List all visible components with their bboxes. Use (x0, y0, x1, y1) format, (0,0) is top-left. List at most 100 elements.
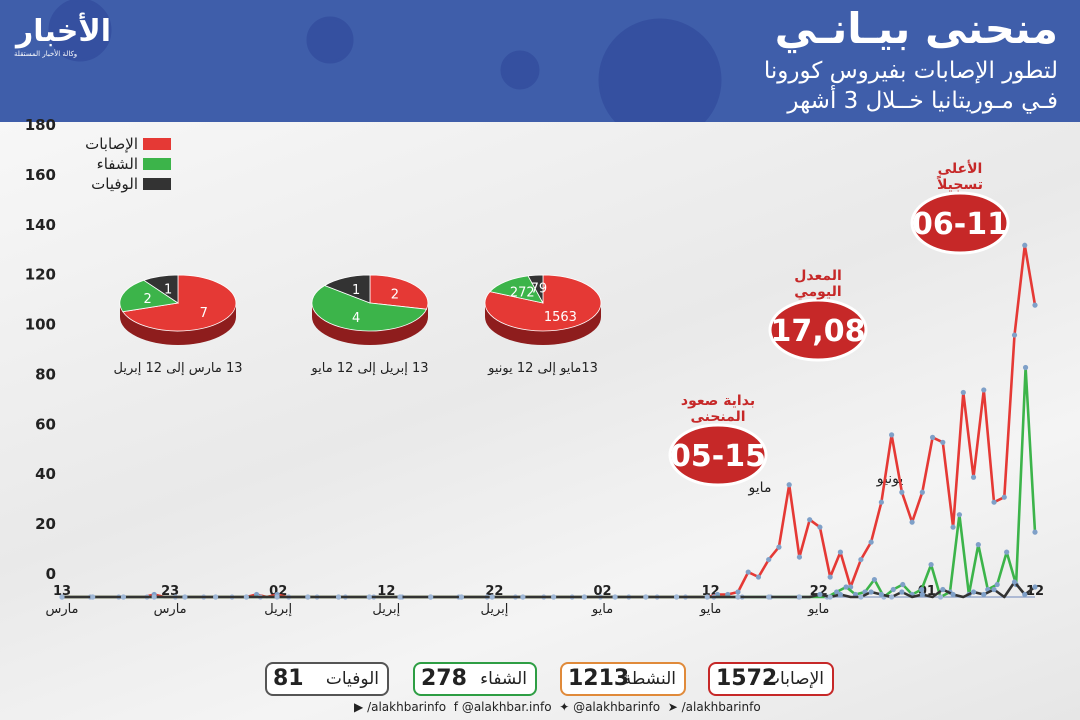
data-point (581, 594, 587, 600)
callout-line2: اليومي (794, 284, 841, 300)
callout-line1: الأعلى (938, 160, 983, 177)
data-point (1022, 591, 1028, 598)
data-point (919, 591, 925, 598)
pie-slice (122, 274, 237, 332)
x-tick-label: 02 (594, 584, 612, 599)
data-point (796, 594, 803, 600)
data-point (335, 594, 342, 600)
pie-slice (369, 274, 429, 310)
pie-value-label: 79 (531, 282, 548, 297)
data-point (970, 474, 977, 480)
data-point (940, 439, 946, 445)
logo: الأخبار (16, 14, 112, 49)
y-tick-label: 160 (25, 166, 56, 184)
data-point (991, 586, 997, 593)
facebook-handle[interactable]: @alakhbar.info (461, 700, 552, 714)
x-tick-month: مايو (807, 602, 829, 617)
data-point (776, 544, 782, 550)
x-tick-month: إبريل (264, 602, 292, 617)
y-tick-label: 140 (25, 216, 56, 234)
x-tick-month: مارس (154, 602, 187, 617)
data-point (868, 589, 874, 595)
facebook-icon: f (449, 700, 458, 714)
pie-value-label: 2 (391, 287, 399, 302)
data-point (991, 499, 997, 505)
data-point (551, 594, 557, 600)
legend-label: الإصابات (85, 135, 138, 153)
pie-slice (527, 274, 544, 304)
pie-caption: 13 مارس إلى 12 إبريل (114, 361, 243, 376)
callout-badge (910, 191, 1010, 255)
x-tick-month: مايو (591, 602, 613, 617)
pie-value-label: 2 (144, 292, 152, 307)
legend-swatch (143, 138, 171, 150)
pie-value-label: 7 (200, 306, 208, 321)
data-point (950, 524, 956, 530)
data-point (1022, 242, 1028, 248)
legend-swatch (143, 158, 171, 170)
data-point (1032, 529, 1038, 535)
stat-recovered-label: الشفاء (480, 669, 527, 689)
twitter-handle[interactable]: @alakhbarinfo (573, 700, 661, 714)
data-point (837, 591, 844, 598)
data-point (274, 594, 280, 600)
stat-cases-label: الإصابات (764, 669, 824, 689)
data-point (817, 524, 823, 530)
pie-value-label: 272 (510, 285, 535, 300)
data-point (305, 594, 311, 600)
data-point (643, 594, 649, 600)
callout-badge (768, 298, 868, 362)
data-point (673, 594, 680, 600)
x-tick-label: 13 (53, 584, 71, 599)
data-point (858, 594, 864, 600)
data-point (981, 387, 987, 393)
stat-deaths: 81 الوفيات (265, 662, 389, 696)
data-point (889, 432, 895, 438)
y-tick-label: 120 (25, 266, 56, 284)
series-line-2 (62, 580, 1036, 599)
data-point (1004, 549, 1010, 555)
data-point (397, 594, 403, 600)
subtitle-line2: فـي مـوريتانيا خــلال 3 أشهر (787, 88, 1058, 114)
y-tick-label: 60 (35, 415, 56, 433)
data-point (766, 594, 772, 600)
stat-active-value: 1213 (568, 666, 630, 691)
callout-badge (668, 423, 768, 487)
callout-value: 06-11 (912, 207, 1008, 242)
data-point (458, 594, 465, 600)
data-point (868, 539, 874, 545)
stat-deaths-value: 81 (273, 666, 304, 691)
data-point (735, 589, 741, 595)
x-tick-month: مارس (45, 602, 78, 617)
data-point (704, 594, 710, 600)
y-tick-label: 100 (25, 316, 56, 334)
data-point (745, 569, 751, 575)
x-tick-month: إبريل (481, 602, 509, 617)
data-point (843, 584, 849, 590)
data-point (956, 512, 963, 518)
legend-swatch (143, 178, 171, 190)
data-point (520, 594, 526, 600)
pie-caption: 13مايو إلى 12 يونيو (487, 361, 598, 376)
data-point (807, 517, 813, 523)
data-point (827, 574, 833, 580)
stat-active-label: النشطة (622, 669, 676, 689)
data-point (890, 586, 896, 593)
data-point (243, 594, 249, 600)
data-point (899, 589, 905, 595)
data-point (612, 594, 618, 600)
data-point (889, 594, 895, 600)
youtube-handle[interactable]: /alakhbarinfo (367, 700, 447, 714)
data-point (975, 542, 981, 548)
telegram-handle[interactable]: /alakhbarinfo (681, 700, 761, 714)
month-annotation: يونيو (876, 471, 904, 487)
data-point (90, 594, 96, 600)
pie-slice (311, 285, 428, 332)
data-point (1032, 302, 1038, 308)
y-tick-label: 0 (46, 565, 56, 583)
data-point (970, 589, 977, 595)
stat-deaths-label: الوفيات (325, 669, 379, 689)
data-point (858, 556, 864, 563)
pie-value-label: 1563 (544, 310, 577, 325)
